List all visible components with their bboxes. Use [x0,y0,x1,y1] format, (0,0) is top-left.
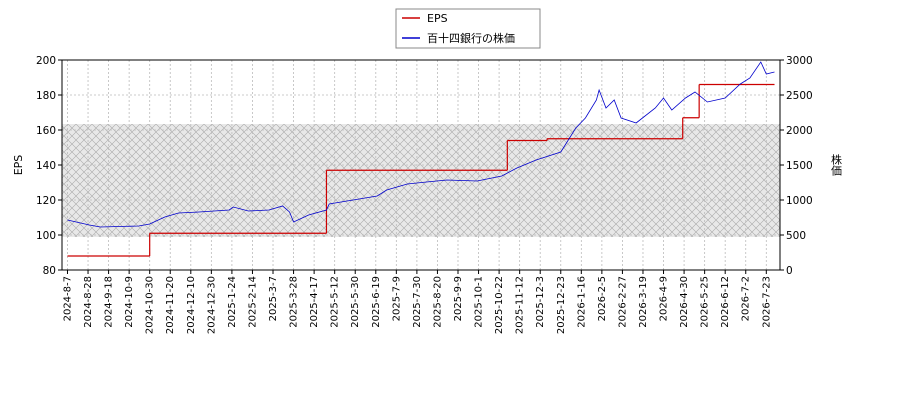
x-tick-label: 2024-8-28 [83,276,94,328]
x-tick-label: 2025-12-23 [556,276,567,334]
y-tick-label: 100 [36,230,56,242]
x-tick-label: 2024-12-10 [186,276,197,334]
y-axis-label: EPS [12,155,25,176]
y-tick-label: 160 [36,125,56,137]
x-tick-label: 2026-2-27 [617,276,628,328]
x-tick-label: 2026-7-2 [741,276,752,321]
x-tick-label: 2025-8-20 [432,276,443,328]
y2-tick-label: 1500 [786,160,813,172]
y2-tick-label: 3000 [786,55,813,67]
band-hatch [62,124,780,237]
x-tick-label: 2026-6-12 [720,276,731,328]
x-tick-label: 2025-9-9 [453,276,464,321]
x-tick-label: 2024-9-18 [104,276,115,328]
legend-label: 百十四銀行の株価 [427,31,515,45]
x-tick-label: 2025-5-12 [330,276,341,328]
y2-tick-label: 500 [786,230,806,242]
price-line [67,61,775,228]
x-tick-label: 2025-6-19 [371,276,382,328]
x-tick-label: 2025-1-24 [227,276,238,328]
x-tick-label: 2024-11-20 [165,276,176,334]
y2-tick-label: 1000 [786,195,813,207]
legend [395,8,541,49]
y2-axis-label: 株価 [830,153,843,176]
y2-tick-label: 2500 [786,90,813,102]
x-tick-label: 2024-10-9 [124,276,135,328]
x-tick-label: 2025-4-17 [309,276,320,328]
x-tick-label: 2025-7-30 [412,276,423,328]
y2-tick-label: 0 [786,265,793,277]
x-tick-label: 2025-10-1 [474,276,485,328]
x-tick-label: 2026-4-30 [679,276,690,328]
y-tick-label: 200 [36,55,56,67]
x-tick-label: 2024-12-30 [206,276,217,334]
x-tick-label: 2025-12-3 [535,276,546,328]
x-tick-label: 2025-10-22 [494,276,505,334]
x-tick-label: 2024-8-7 [62,276,73,321]
x-tick-label: 2026-2-5 [597,276,608,321]
legend-label: EPS [427,12,448,25]
y-tick-label: 140 [36,160,56,172]
x-tick-label: 2025-3-28 [289,276,300,328]
x-tick-label: 2026-3-19 [638,276,649,328]
x-tick-label: 2024-10-30 [145,276,156,334]
y-tick-label: 80 [43,265,56,277]
x-tick-label: 2026-7-23 [761,276,772,328]
x-tick-label: 2025-11-12 [515,276,526,334]
x-tick-label: 2025-3-7 [268,276,279,321]
y2-tick-label: 2000 [786,125,813,137]
x-tick-label: 2026-5-25 [700,276,711,328]
x-tick-label: 2026-4-9 [659,276,670,321]
x-tick-label: 2025-2-14 [247,276,258,328]
y-tick-label: 180 [36,90,56,102]
x-tick-label: 2025-7-9 [391,276,402,321]
x-tick-label: 2026-1-16 [576,276,587,328]
x-tick-label: 2025-5-30 [350,276,361,328]
y-tick-label: 120 [36,195,56,207]
